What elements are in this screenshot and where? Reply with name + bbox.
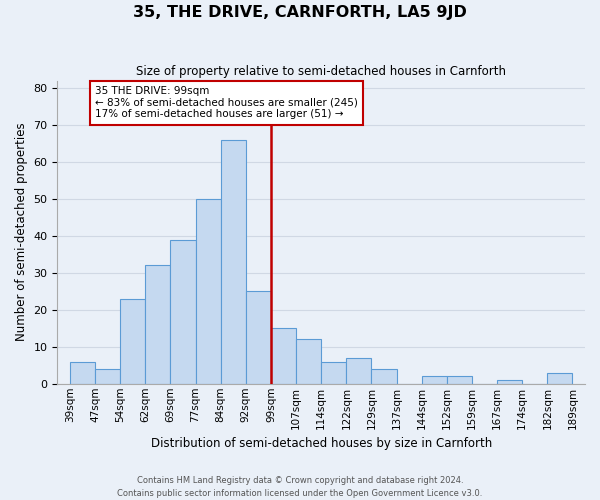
Text: Contains HM Land Registry data © Crown copyright and database right 2024.
Contai: Contains HM Land Registry data © Crown c… xyxy=(118,476,482,498)
Text: 35 THE DRIVE: 99sqm
← 83% of semi-detached houses are smaller (245)
17% of semi-: 35 THE DRIVE: 99sqm ← 83% of semi-detach… xyxy=(95,86,358,120)
Bar xyxy=(346,358,371,384)
Y-axis label: Number of semi-detached properties: Number of semi-detached properties xyxy=(15,123,28,342)
Bar xyxy=(120,298,145,384)
Title: Size of property relative to semi-detached houses in Carnforth: Size of property relative to semi-detach… xyxy=(136,65,506,78)
Bar xyxy=(271,328,296,384)
X-axis label: Distribution of semi-detached houses by size in Carnforth: Distribution of semi-detached houses by … xyxy=(151,437,492,450)
Bar xyxy=(447,376,472,384)
Bar xyxy=(547,372,572,384)
Bar xyxy=(196,199,221,384)
Bar xyxy=(170,240,196,384)
Text: 35, THE DRIVE, CARNFORTH, LA5 9JD: 35, THE DRIVE, CARNFORTH, LA5 9JD xyxy=(133,5,467,20)
Bar xyxy=(246,292,271,384)
Bar xyxy=(371,369,397,384)
Bar xyxy=(321,362,346,384)
Bar xyxy=(70,362,95,384)
Bar xyxy=(221,140,246,384)
Bar xyxy=(422,376,447,384)
Bar xyxy=(296,340,321,384)
Bar xyxy=(145,266,170,384)
Bar xyxy=(497,380,522,384)
Bar xyxy=(95,369,120,384)
